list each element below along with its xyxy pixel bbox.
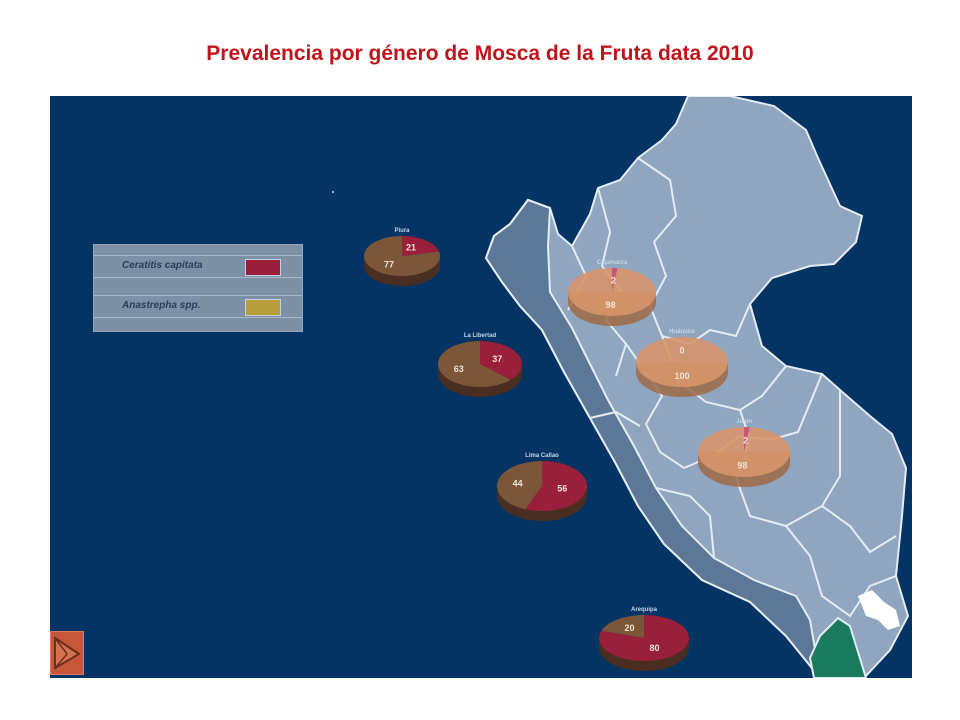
pie-slice-anastrepha xyxy=(636,337,728,387)
page-title: Prevalencia por género de Mosca de la Fr… xyxy=(206,42,754,65)
pie-hu-nuco: Huánuco 0 100 xyxy=(636,329,728,397)
pie-jun-n: Junín 2 98 xyxy=(697,419,790,487)
map-panel: Piura 21 77 La Libertad 37 63 Lima Callao 56 44 A… xyxy=(50,96,912,678)
pie-value-anastrepha: 98 xyxy=(605,300,615,310)
next-slide-button[interactable] xyxy=(50,631,84,675)
pie-lima-callao: Lima Callao 56 44 xyxy=(497,453,588,521)
pie-region-label: Arequipa xyxy=(631,607,658,613)
pie-value-anastrepha: 20 xyxy=(624,623,634,633)
pie-region-label: Cajamarca xyxy=(597,260,628,266)
pie-slice-ceratitis xyxy=(402,236,440,256)
pie-slice-anastrepha xyxy=(438,341,511,387)
pie-value-ceratitis: 2 xyxy=(611,276,616,286)
pie-arequipa: Arequipa 80 20 xyxy=(599,607,690,671)
coastal-region xyxy=(484,198,822,678)
pie-slice-ceratitis xyxy=(744,427,750,452)
legend-label: Ceratitis capitata xyxy=(122,260,203,271)
pie-value-ceratitis: 37 xyxy=(492,354,502,364)
pie-la-libertad: La Libertad 37 63 xyxy=(438,333,522,397)
legend-swatch-anastrepha xyxy=(245,299,281,316)
legend-spacer-row xyxy=(94,277,302,300)
pie-slice-ceratitis xyxy=(612,268,618,292)
lake-titicaca xyxy=(858,590,900,630)
pie-slice-anastrepha xyxy=(601,615,644,638)
pie-slice-ceratitis xyxy=(599,615,690,661)
pie-value-anastrepha: 98 xyxy=(737,461,747,471)
pie-slice-anastrepha xyxy=(697,427,790,478)
pie-region-label: Huánuco xyxy=(669,329,695,335)
pie-value-ceratitis: 2 xyxy=(743,435,748,445)
pie-slice-ceratitis xyxy=(480,341,522,380)
pie-piura: Piura 21 77 xyxy=(364,228,440,286)
legend: Ceratitis capitata Anastrepha spp. xyxy=(93,244,303,332)
play-arrow-icon xyxy=(54,636,81,670)
pie-slice-anastrepha xyxy=(567,268,656,316)
legend-item-anastrepha: Anastrepha spp. xyxy=(94,295,302,318)
legend-bottom-row xyxy=(94,317,302,340)
pie-value-anastrepha: 44 xyxy=(513,478,523,488)
pie-value-ceratitis: 0 xyxy=(679,345,684,355)
pie-value-anastrepha: 77 xyxy=(384,260,394,270)
legend-swatch-ceratitis xyxy=(245,259,281,276)
pie-value-anastrepha: 63 xyxy=(454,364,464,374)
marker-dot xyxy=(332,191,334,193)
pie-value-ceratitis: 56 xyxy=(557,484,567,494)
pie-value-ceratitis: 21 xyxy=(406,242,416,252)
legend-item-ceratitis: Ceratitis capitata xyxy=(94,255,302,278)
pie-region-label: Piura xyxy=(394,228,410,234)
pie-region-label: Lima Callao xyxy=(525,453,559,459)
pie-slice-ceratitis xyxy=(525,461,588,511)
pie-slice-anastrepha xyxy=(497,461,542,510)
highlighted-region xyxy=(808,616,868,678)
pie-region-label: Junín xyxy=(736,419,752,425)
pie-cajamarca: Cajamarca 2 98 xyxy=(567,260,656,326)
pie-charts: Piura 21 77 La Libertad 37 63 Lima Callao 56 44 A… xyxy=(364,228,790,671)
peru-map: Piura 21 77 La Libertad 37 63 Lima Callao 56 44 A… xyxy=(332,96,910,678)
pie-value-anastrepha: 100 xyxy=(674,371,689,381)
pie-value-ceratitis: 80 xyxy=(650,643,660,653)
legend-label: Anastrepha spp. xyxy=(122,300,201,311)
pie-region-label: La Libertad xyxy=(464,333,497,339)
